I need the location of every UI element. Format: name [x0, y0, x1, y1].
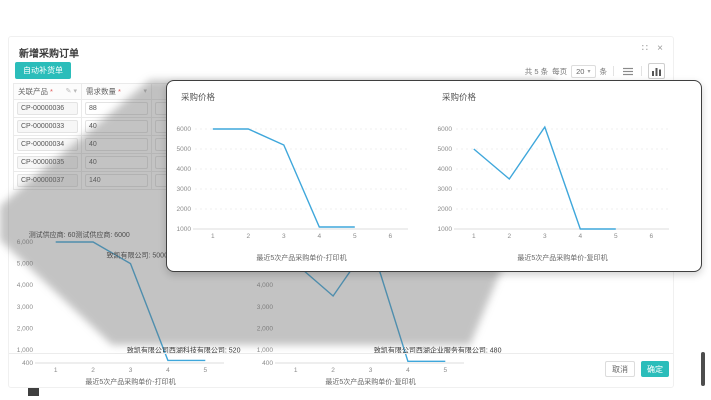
svg-text:2: 2 [331, 367, 335, 374]
svg-text:2: 2 [246, 233, 250, 240]
svg-text:5: 5 [614, 233, 618, 240]
svg-text:1: 1 [294, 367, 298, 374]
unit-label: 条 [599, 66, 608, 76]
column-header-product: 关联产品 * ✎ ▾ [13, 83, 82, 100]
svg-text:4000: 4000 [438, 166, 453, 173]
svg-text:2,000: 2,000 [17, 325, 34, 332]
svg-text:2000: 2000 [438, 206, 453, 213]
svg-text:致凯有限公司西湖科技有限公司: 520: 致凯有限公司西湖科技有限公司: 520 [127, 345, 241, 354]
popup-chart-printer: 采购价格 6000 5000 4000 3000 2000 1000 1 2 3 4 5 6 最近5次产… [169, 85, 424, 263]
svg-text:致凯有限公司: 5000: 致凯有限公司: 5000 [107, 251, 169, 260]
svg-text:3: 3 [543, 233, 547, 240]
svg-text:4: 4 [578, 233, 582, 240]
chevron-down-icon[interactable]: ▾ [143, 88, 147, 95]
edit-pencil-icon[interactable]: ✎ [65, 88, 72, 95]
product-cell[interactable]: CP-00000036 [17, 102, 78, 115]
svg-text:3,000: 3,000 [17, 304, 34, 311]
svg-text:400: 400 [262, 360, 273, 367]
product-cell[interactable]: CP-00000037 [17, 174, 78, 187]
quantity-cell[interactable]: 40 [85, 156, 148, 169]
svg-text:4000: 4000 [177, 166, 192, 173]
svg-text:2: 2 [91, 367, 95, 374]
svg-text:致凯有限公司西湖企业服务有限公司: 480: 致凯有限公司西湖企业服务有限公司: 480 [374, 345, 502, 354]
svg-text:最近5次产品采购单价-打印机: 最近5次产品采购单价-打印机 [256, 253, 346, 262]
svg-text:2: 2 [507, 233, 511, 240]
svg-text:6,000: 6,000 [17, 239, 34, 246]
svg-text:3: 3 [282, 233, 286, 240]
svg-text:最近5次产品采购单价-打印机: 最近5次产品采购单价-打印机 [85, 377, 175, 386]
column-header-quantity: 需求数量 * ▾ [81, 83, 152, 100]
quantity-cell[interactable]: 40 [85, 120, 148, 133]
svg-text:2000: 2000 [177, 206, 192, 213]
svg-text:5000: 5000 [177, 146, 192, 153]
page-title: 新增采购订单 [19, 49, 79, 60]
svg-text:4,000: 4,000 [17, 282, 34, 289]
svg-text:4: 4 [317, 233, 321, 240]
background-chart-printer: 6,000 5,000 4,000 3,000 2,000 1,000 400 1 2 3 4 5 测试… [9, 229, 254, 387]
product-cell[interactable]: CP-00000034 [17, 138, 78, 151]
svg-text:1,000: 1,000 [17, 347, 34, 354]
svg-text:5: 5 [203, 367, 207, 374]
svg-text:5: 5 [353, 233, 357, 240]
quantity-cell[interactable]: 88 [85, 102, 148, 115]
svg-text:4: 4 [166, 367, 170, 374]
required-mark: * [50, 87, 53, 96]
svg-text:最近5次产品采购单价-复印机: 最近5次产品采购单价-复印机 [325, 377, 415, 386]
table-view-icon[interactable] [620, 64, 635, 78]
svg-text:5: 5 [443, 367, 447, 374]
footer-divider [9, 353, 673, 354]
per-page-label: 每页 [552, 66, 568, 76]
divider [641, 66, 642, 76]
page-size-select[interactable]: 20 ▾ [571, 64, 596, 78]
svg-text:6: 6 [388, 233, 392, 240]
svg-text:4,000: 4,000 [257, 282, 274, 289]
svg-text:4: 4 [406, 367, 410, 374]
svg-text:1: 1 [472, 233, 476, 240]
fullscreen-icon[interactable]: ∷ [641, 43, 649, 54]
svg-text:6000: 6000 [438, 126, 453, 133]
page-size-value: 20 [576, 66, 585, 76]
chevron-down-icon[interactable]: ▾ [73, 88, 77, 95]
svg-text:3000: 3000 [438, 186, 453, 193]
price-charts-popup: 采购价格 6000 5000 4000 3000 2000 1000 1 2 3 4 5 6 最近5次产… [166, 80, 702, 272]
svg-text:1000: 1000 [177, 226, 192, 233]
svg-text:400: 400 [22, 360, 33, 367]
auto-replenish-button[interactable]: 自动补货单 [15, 62, 71, 79]
popup-chart-copier: 采购价格 6000 5000 4000 3000 2000 1000 1 2 3 4 5 6 最近5次产… [430, 85, 685, 263]
svg-text:1000: 1000 [438, 226, 453, 233]
cancel-button[interactable]: 取消 [605, 361, 635, 377]
svg-text:1: 1 [211, 233, 215, 240]
chart-view-icon[interactable] [648, 63, 665, 79]
bottom-left-fragment [28, 388, 39, 396]
svg-text:5,000: 5,000 [17, 261, 34, 268]
divider [613, 66, 614, 76]
total-count-label: 共 5 条 [524, 66, 549, 76]
chevron-down-icon: ▾ [587, 68, 591, 75]
chart-title: 采购价格 [181, 92, 216, 102]
svg-text:1: 1 [54, 367, 58, 374]
scrollbar-thumb[interactable] [701, 352, 705, 386]
chart-title: 采购价格 [442, 92, 477, 102]
quantity-cell[interactable]: 40 [85, 138, 148, 151]
svg-text:3: 3 [369, 367, 373, 374]
pagination-bar: 共 5 条 每页 20 ▾ 条 [525, 63, 665, 79]
svg-text:3,000: 3,000 [257, 304, 274, 311]
product-cell[interactable]: CP-00000033 [17, 120, 78, 133]
required-mark: * [118, 87, 121, 96]
svg-text:最近5次产品采购单价-复印机: 最近5次产品采购单价-复印机 [517, 253, 607, 262]
confirm-button[interactable]: 确定 [641, 361, 669, 377]
svg-text:6: 6 [649, 233, 653, 240]
svg-text:5000: 5000 [438, 146, 453, 153]
svg-text:3000: 3000 [177, 186, 192, 193]
svg-text:1,000: 1,000 [257, 347, 274, 354]
close-icon[interactable]: × [657, 43, 663, 54]
svg-text:6000: 6000 [177, 126, 192, 133]
svg-text:测试供应商: 60测试供应商: 6000: 测试供应商: 60测试供应商: 6000 [29, 230, 130, 239]
svg-text:2,000: 2,000 [257, 325, 274, 332]
quantity-cell[interactable]: 140 [85, 174, 148, 187]
svg-text:3: 3 [129, 367, 133, 374]
product-cell[interactable]: CP-00000035 [17, 156, 78, 169]
